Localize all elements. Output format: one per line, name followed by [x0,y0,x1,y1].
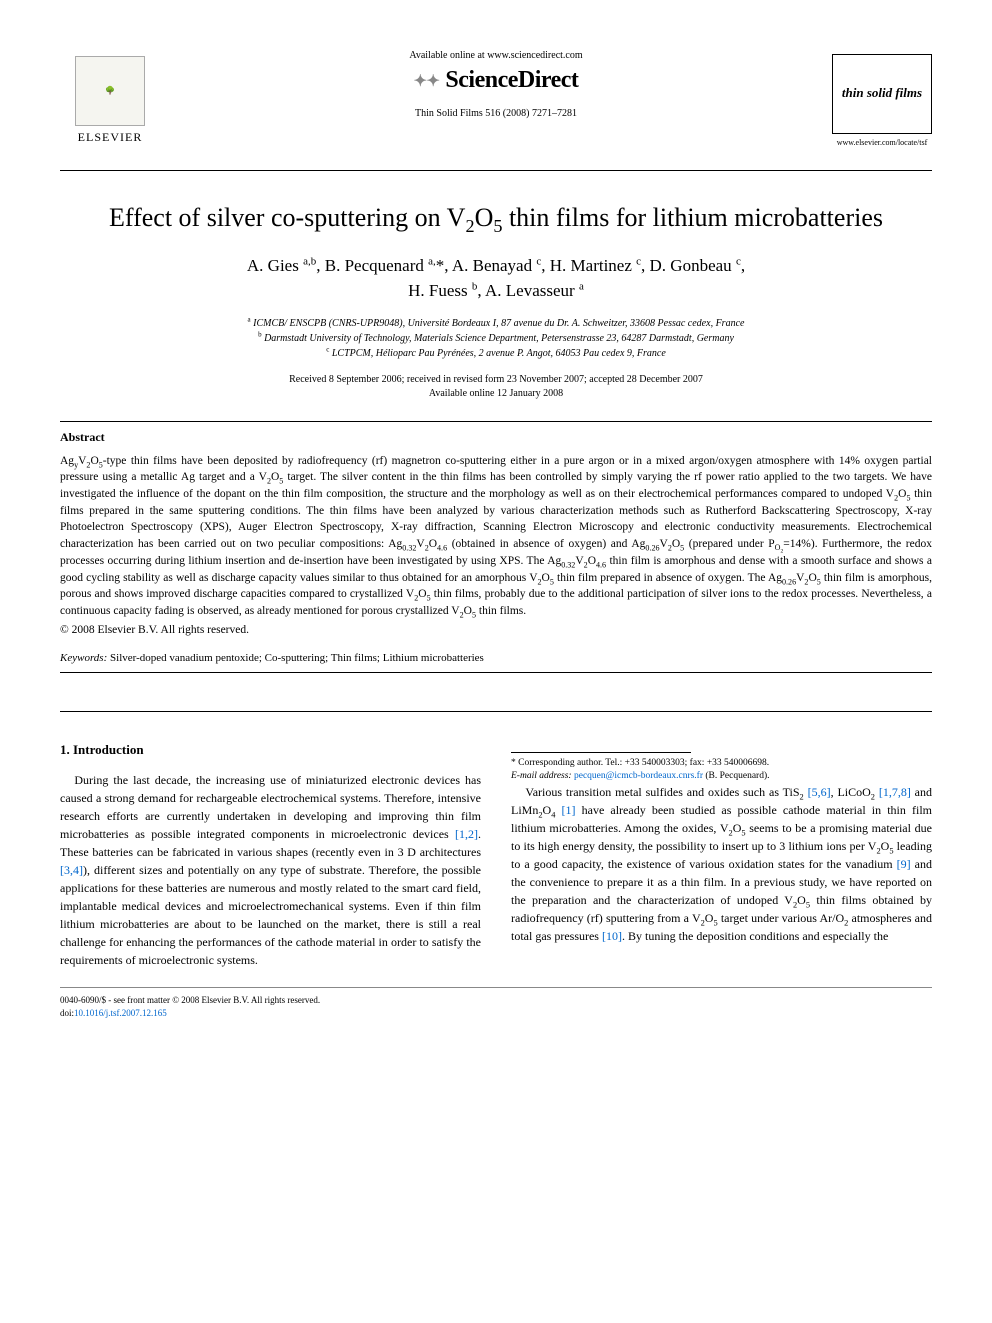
doi-line: doi:10.1016/j.tsf.2007.12.165 [60,1007,932,1020]
doi-value[interactable]: 10.1016/j.tsf.2007.12.165 [74,1008,167,1018]
corr-email-who: (B. Pecquenard). [705,771,769,781]
header-center: Available online at www.sciencedirect.co… [160,50,832,119]
affiliations: a ICMCB/ ENSCPB (CNRS-UPR9048), Universi… [60,316,932,361]
keywords-label: Keywords: [60,652,107,664]
affiliation-c: c LCTPCM, Hélioparc Pau Pyrénées, 2 aven… [60,346,932,361]
corr-email[interactable]: pecquen@icmcb-bordeaux.cnrs.fr [574,771,703,781]
abstract-heading: Abstract [60,430,932,445]
front-matter: 0040-6090/$ - see front matter © 2008 El… [60,994,932,1019]
received-date: Received 8 September 2006; received in r… [60,373,932,387]
available-online-text: Available online at www.sciencedirect.co… [180,50,812,61]
footnote-separator [511,752,691,753]
divider [60,170,932,171]
divider [60,421,932,422]
sciencedirect-text: ScienceDirect [445,67,578,94]
available-date: Available online 12 January 2008 [60,387,932,401]
article-title: Effect of silver co-sputtering on V2O5 t… [60,201,932,235]
front-matter-line: 0040-6090/$ - see front matter © 2008 El… [60,994,932,1007]
divider [60,711,932,712]
intro-heading: 1. Introduction [60,740,481,760]
elsevier-label: ELSEVIER [78,130,143,145]
sciencedirect-icon: ✦✦ [414,71,440,91]
intro-para-1: During the last decade, the increasing u… [60,771,481,969]
divider [60,987,932,988]
elsevier-logo: 🌳 ELSEVIER [60,50,160,150]
author-list: A. Gies a,b, B. Pecquenard a,*, A. Benay… [60,253,932,304]
sciencedirect-logo: ✦✦ ScienceDirect [414,67,579,94]
email-label: E-mail address: [511,771,572,781]
citation-line: Thin Solid Films 516 (2008) 7271–7281 [180,108,812,119]
abstract-copyright: © 2008 Elsevier B.V. All rights reserved… [60,624,932,636]
tsf-logo: thin solid films www.elsevier.com/locate… [832,50,932,150]
tsf-logo-box: thin solid films [832,54,932,134]
corresponding-author-footnote: * Corresponding author. Tel.: +33 540003… [511,757,932,784]
divider [60,672,932,673]
corr-email-line: E-mail address: pecquen@icmcb-bordeaux.c… [511,770,932,783]
intro-para-2: Various transition metal sulfides and ox… [511,783,932,945]
abstract-text: AgyV2O5-type thin films have been deposi… [60,453,932,620]
tsf-url: www.elsevier.com/locate/tsf [837,138,928,147]
elsevier-tree-icon: 🌳 [75,56,145,126]
journal-header: 🌳 ELSEVIER Available online at www.scien… [60,50,932,150]
affiliation-b: b Darmstadt University of Technology, Ma… [60,331,932,346]
keywords-text: Silver-doped vanadium pentoxide; Co-sput… [110,652,484,664]
corr-author-line: * Corresponding author. Tel.: +33 540003… [511,757,932,770]
article-dates: Received 8 September 2006; received in r… [60,373,932,401]
keywords-line: Keywords: Silver-doped vanadium pentoxid… [60,652,932,664]
doi-label: doi: [60,1008,74,1018]
affiliation-a: a ICMCB/ ENSCPB (CNRS-UPR9048), Universi… [60,316,932,331]
body-columns: 1. Introduction During the last decade, … [60,720,932,970]
